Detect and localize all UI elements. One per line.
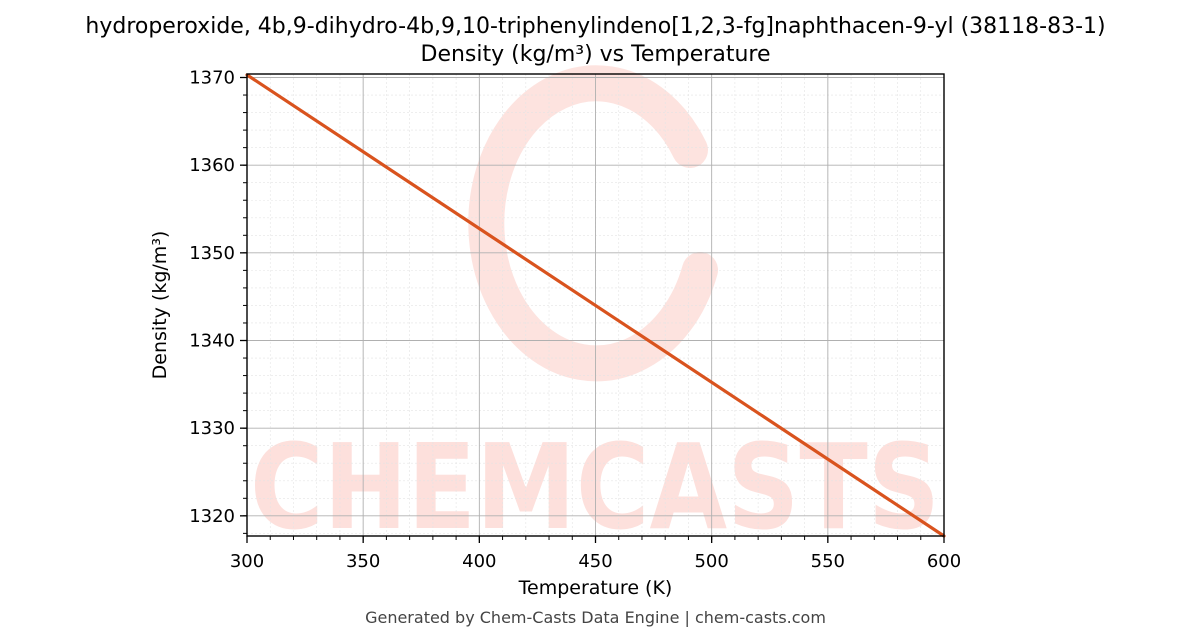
series-layer: [245, 73, 946, 538]
y-tick-label: 1350: [189, 243, 235, 264]
watermark: CHEMCASTS: [250, 65, 940, 556]
y-tick-label: 1360: [189, 155, 235, 176]
x-tick-label: 400: [462, 551, 496, 572]
y-tick-label: 1320: [189, 506, 235, 527]
x-tick-label: 350: [346, 551, 380, 572]
footer-credit: Generated by Chem-Casts Data Engine | ch…: [365, 608, 826, 627]
watermark-text: CHEMCASTS: [250, 418, 940, 556]
watermark-c-logo: [468, 65, 718, 382]
x-tick-label: 550: [811, 551, 845, 572]
y-axis-label: Density (kg/m³): [149, 231, 171, 380]
chart-subtitle: Density (kg/m³) vs Temperature: [421, 42, 771, 67]
axis-ticks: 300 350 400 450 500 550 600 1320 1330 1340 1350 136…: [189, 68, 961, 572]
x-axis-label: Temperature (K): [518, 577, 673, 599]
x-tick-label: 600: [927, 551, 961, 572]
x-tick-label: 450: [578, 551, 612, 572]
x-tick-label: 300: [230, 551, 264, 572]
y-tick-label: 1340: [189, 331, 235, 352]
x-tick-label: 500: [694, 551, 728, 572]
major-gridlines: [246, 74, 945, 536]
chart-title: hydroperoxide, 4b,9-dihydro-4b,9,10-trip…: [85, 14, 1105, 39]
data-series-line: [245, 73, 946, 538]
y-tick-label: 1330: [189, 418, 235, 439]
y-tick-label: 1370: [189, 68, 235, 89]
